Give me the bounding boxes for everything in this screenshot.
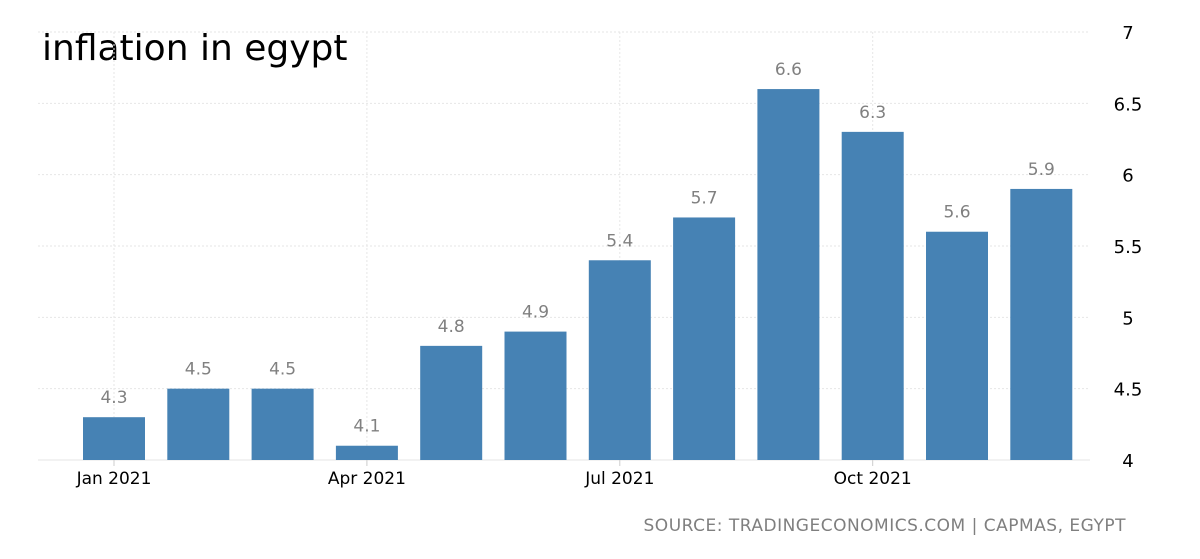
data-label: 5.6	[943, 203, 970, 223]
data-label: 4.1	[353, 417, 380, 437]
bar	[335, 445, 398, 460]
x-tick-label: Jan 2021	[76, 469, 152, 489]
data-label: 5.7	[691, 188, 718, 208]
bar	[926, 231, 988, 460]
bars	[83, 89, 1073, 461]
bar	[167, 388, 230, 460]
data-label: 5.9	[1028, 160, 1055, 180]
bar	[588, 260, 651, 460]
data-label: 4.8	[438, 317, 465, 337]
y-tick-label: 6	[1122, 166, 1133, 187]
bar	[757, 89, 820, 461]
bar	[1010, 188, 1073, 460]
y-tick-label: 4.5	[1114, 380, 1143, 401]
x-tick-label: Apr 2021	[328, 469, 406, 489]
data-label: 4.9	[522, 303, 549, 323]
chart-title: inflation in egypt	[42, 28, 348, 69]
bar	[673, 217, 736, 460]
y-tick-label: 5.5	[1114, 237, 1143, 258]
bar	[251, 388, 314, 460]
data-label: 4.5	[185, 360, 212, 380]
x-axis: Jan 2021 Apr 2021 Jul 2021 Oct 2021	[76, 460, 912, 489]
y-tick-label: 6.5	[1114, 94, 1143, 115]
bar	[841, 131, 904, 460]
x-tick-label: Jul 2021	[584, 469, 654, 489]
y-tick-label: 7	[1122, 23, 1133, 44]
data-label: 6.3	[859, 103, 886, 123]
source-note: SOURCE: TRADINGECONOMICS.COM | CAPMAS, E…	[643, 516, 1126, 536]
data-label: 4.3	[100, 388, 127, 408]
x-tick-label: Oct 2021	[834, 469, 912, 489]
bar	[504, 331, 567, 460]
bar	[420, 345, 483, 460]
y-tick-label: 5	[1122, 308, 1133, 329]
data-label: 4.5	[269, 360, 296, 380]
data-label: 6.6	[775, 60, 802, 80]
data-labels: 4.3 4.5 4.5 4.1 4.8 4.9 5.4 5.7 6.6 6.3 5.6 5.9	[100, 60, 1054, 437]
y-tick-label: 4	[1122, 451, 1133, 472]
data-label: 5.4	[606, 231, 633, 251]
y-axis: 4 4.5 5 5.5 6 6.5 7	[1114, 23, 1143, 472]
bar	[83, 417, 145, 460]
